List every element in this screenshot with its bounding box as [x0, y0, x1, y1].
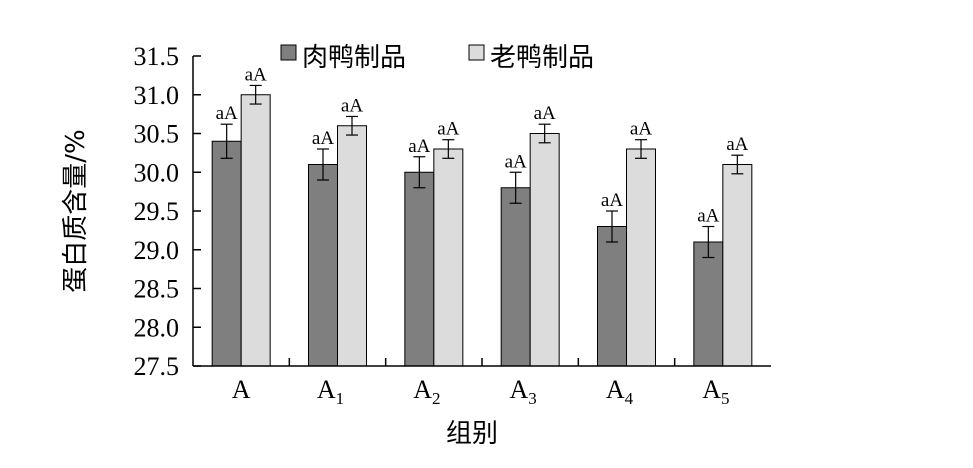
y-axis-title: 蛋白质含量/%	[61, 129, 91, 292]
bar-series-1	[337, 125, 367, 367]
x-ticks: A A1 A2 A3 A4 A5	[232, 358, 729, 408]
bar-data-label: aA	[630, 119, 652, 140]
bar-series-1	[240, 94, 271, 367]
x-tick-label: A1	[317, 375, 344, 408]
bar-data-label: aA	[245, 64, 267, 85]
y-tick-label: 27.5	[134, 352, 180, 381]
bar-data-label: aA	[341, 95, 363, 116]
error-bars	[220, 84, 744, 259]
y-tick-label: 28.5	[134, 275, 180, 304]
y-ticks: 27.5 28.0 28.5 29.0 29.5 30.0 30.5 31.0 31.5	[134, 42, 201, 381]
x-tick-label: A4	[606, 375, 634, 408]
bars	[211, 94, 753, 367]
bar-data-label: aA	[408, 136, 430, 157]
bar-series-1	[626, 148, 656, 367]
x-tick-label: A2	[413, 375, 440, 408]
x-tick-label: A3	[510, 375, 537, 408]
y-tick-label: 29.5	[134, 197, 180, 226]
bar-series-1	[722, 164, 753, 367]
bar-data-label: aA	[312, 128, 334, 149]
y-tick-label: 31.0	[134, 81, 180, 110]
bar-series-1	[433, 148, 464, 367]
bar-data-label: aA	[697, 206, 719, 227]
bar-data-label: aA	[534, 103, 556, 124]
bar-data-label: aA	[505, 151, 527, 172]
bar-series-0	[308, 164, 338, 367]
axes	[192, 56, 771, 367]
bar-data-label: aA	[726, 134, 748, 155]
bar-series-0	[404, 171, 435, 367]
bar-labels: aA aA aA aA aA aA aA aA aA aA aA aA	[216, 64, 749, 226]
bar-data-label: aA	[601, 190, 623, 211]
y-tick-label: 30.0	[134, 158, 180, 187]
x-tick-label: A	[232, 375, 251, 404]
bar-series-0	[693, 241, 724, 367]
y-tick-label: 28.0	[134, 313, 180, 342]
x-tick-label: A5	[702, 375, 729, 408]
bar-series-0	[500, 187, 531, 367]
bar-series-0	[211, 140, 242, 367]
bar-data-label: aA	[437, 119, 459, 140]
legend-label-series-0: 肉鸭制品	[302, 43, 406, 73]
legend: 肉鸭制品 老鸭制品	[280, 43, 594, 73]
bar-data-label: aA	[216, 103, 238, 124]
x-axis-title: 组别	[446, 419, 498, 449]
legend-swatch-series-0	[280, 44, 297, 61]
bar-series-0	[597, 226, 627, 367]
legend-label-series-1: 老鸭制品	[490, 43, 594, 73]
legend-swatch-series-1	[468, 44, 485, 61]
bar-series-1	[529, 133, 560, 367]
y-tick-label: 29.0	[134, 236, 180, 265]
y-tick-label: 31.5	[134, 42, 180, 71]
y-tick-label: 30.5	[134, 120, 180, 149]
